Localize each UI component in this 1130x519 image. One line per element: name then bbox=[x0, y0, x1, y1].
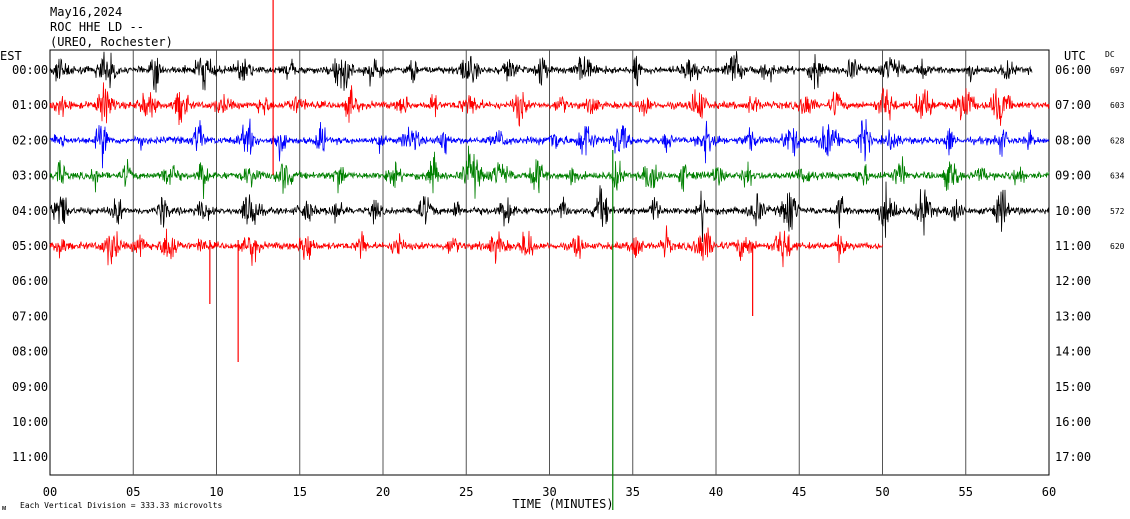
right-hour-label: 08:00 bbox=[1055, 133, 1091, 147]
left-hour-label: 06:00 bbox=[12, 274, 48, 288]
x-tick-label: 50 bbox=[875, 485, 889, 499]
dc-label: DC bbox=[1105, 50, 1115, 59]
left-hour-label: 00:00 bbox=[12, 63, 48, 77]
x-tick-label: 05 bbox=[126, 485, 140, 499]
left-hour-label: 10:00 bbox=[12, 415, 48, 429]
dc-value: 628 bbox=[1110, 136, 1125, 145]
trace-hour-5 bbox=[49, 225, 883, 268]
left-hour-label: 11:00 bbox=[12, 450, 48, 464]
right-hour-label: 06:00 bbox=[1055, 63, 1091, 77]
chart-header: May16,2024 ROC HHE LD -- (UREO, Rocheste… bbox=[50, 5, 173, 49]
left-hour-labels: 00:00 01:00 02:00 03:00 04:00 05:00 06:00 07:00… bbox=[12, 63, 48, 464]
header-location: (UREO, Rochester) bbox=[50, 35, 173, 49]
right-hour-label: 13:00 bbox=[1055, 309, 1091, 323]
x-tick-label: 15 bbox=[293, 485, 307, 499]
dc-value: 620 bbox=[1110, 242, 1125, 251]
x-axis-title: TIME (MINUTES) bbox=[512, 497, 613, 511]
trace-hour-0 bbox=[49, 51, 1033, 93]
x-tick-label: 40 bbox=[709, 485, 723, 499]
x-tick-label: 20 bbox=[376, 485, 390, 499]
x-tick-label: 25 bbox=[459, 485, 473, 499]
left-hour-label: 09:00 bbox=[12, 380, 48, 394]
dc-values: 697 603 628 634 572 620 bbox=[1110, 66, 1125, 251]
right-hour-label: 11:00 bbox=[1055, 239, 1091, 253]
right-hour-label: 17:00 bbox=[1055, 450, 1091, 464]
header-date: May16,2024 bbox=[50, 5, 122, 19]
left-hour-label: 03:00 bbox=[12, 169, 48, 183]
left-hour-label: 01:00 bbox=[12, 98, 48, 112]
left-axis-label: EST bbox=[0, 49, 22, 63]
x-tick-label: 30 bbox=[542, 485, 556, 499]
dc-value: 603 bbox=[1110, 101, 1125, 110]
x-tick-labels: 00 05 10 15 20 25 30 35 40 45 50 55 60 bbox=[43, 485, 1056, 499]
right-hour-label: 16:00 bbox=[1055, 415, 1091, 429]
right-hour-label: 12:00 bbox=[1055, 274, 1091, 288]
x-tick-label: 35 bbox=[626, 485, 640, 499]
x-tick-label: 00 bbox=[43, 485, 57, 499]
left-hour-label: 02:00 bbox=[12, 133, 48, 147]
x-tick-label: 10 bbox=[209, 485, 223, 499]
x-tick-label: 45 bbox=[792, 485, 806, 499]
header-station: ROC HHE LD -- bbox=[50, 20, 144, 34]
footer-note: Each Vertical Division = 333.33 microvol… bbox=[20, 501, 222, 510]
right-hour-labels: 06:00 07:00 08:00 09:00 10:00 11:00 12:00 13:00… bbox=[1055, 63, 1091, 464]
x-tick-label: 60 bbox=[1042, 485, 1056, 499]
right-hour-label: 09:00 bbox=[1055, 169, 1091, 183]
right-hour-label: 10:00 bbox=[1055, 204, 1091, 218]
trace-hour-2 bbox=[49, 118, 1050, 169]
right-hour-label: 15:00 bbox=[1055, 380, 1091, 394]
dc-value: 572 bbox=[1110, 207, 1125, 216]
grid-lines bbox=[132, 50, 967, 475]
traces bbox=[49, 0, 1050, 510]
left-hour-label: 04:00 bbox=[12, 204, 48, 218]
dc-value: 697 bbox=[1110, 66, 1125, 75]
left-hour-label: 07:00 bbox=[12, 309, 48, 323]
x-tick-label: 55 bbox=[959, 485, 973, 499]
right-hour-label: 07:00 bbox=[1055, 98, 1091, 112]
left-hour-label: 05:00 bbox=[12, 239, 48, 253]
right-hour-label: 14:00 bbox=[1055, 345, 1091, 359]
right-axis-label: UTC bbox=[1064, 49, 1086, 63]
trace-hour-1 bbox=[49, 82, 1050, 127]
footer-mark: ᴍ bbox=[2, 504, 6, 512]
left-hour-label: 08:00 bbox=[12, 345, 48, 359]
trace-hour-3 bbox=[49, 145, 1050, 200]
trace-hour-4 bbox=[49, 181, 1050, 243]
dc-value: 634 bbox=[1110, 172, 1125, 181]
